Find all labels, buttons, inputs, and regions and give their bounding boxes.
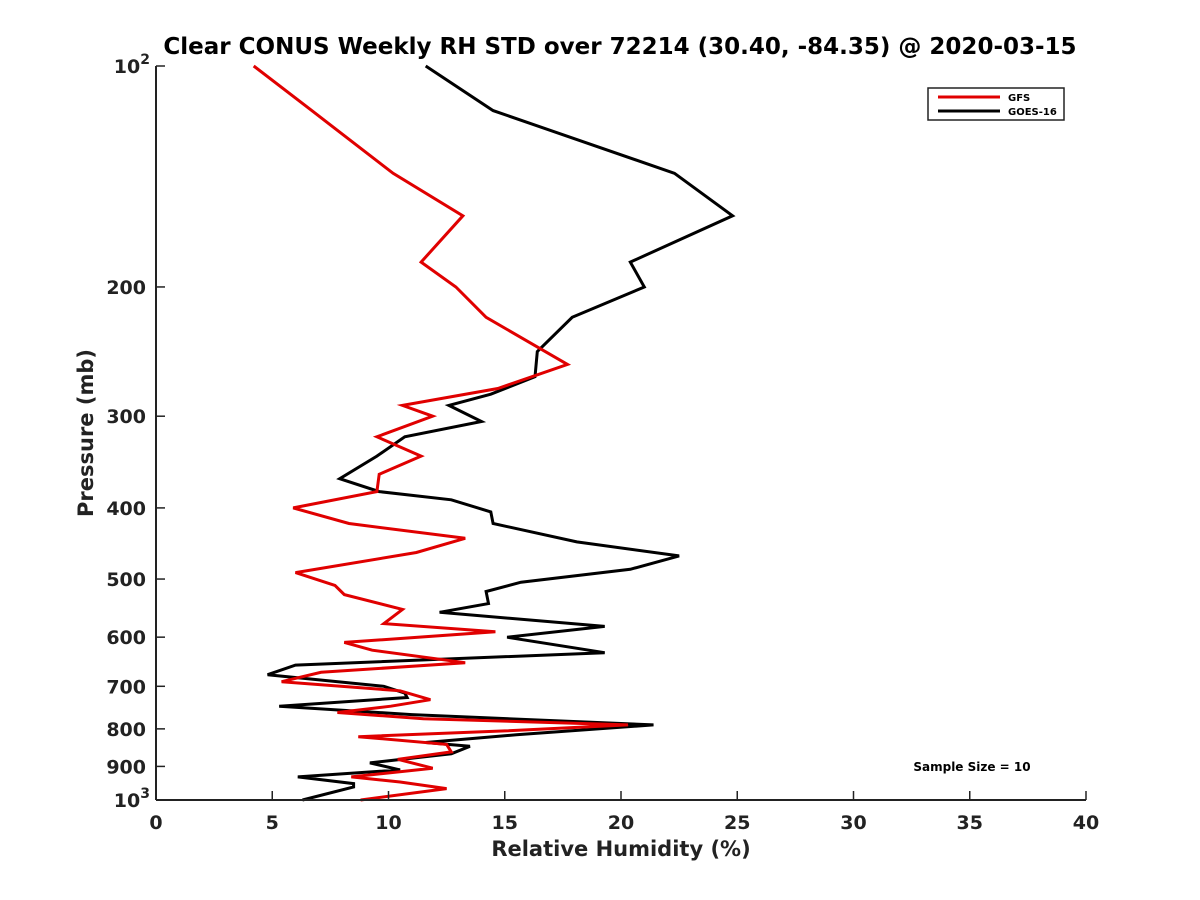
x-axis-label: Relative Humidity (%): [491, 837, 750, 861]
y-tick-label: 200: [106, 277, 146, 299]
x-tick-label: 15: [492, 812, 518, 834]
x-tick-label: 40: [1073, 812, 1099, 834]
series-layer: [252, 64, 736, 802]
x-tick-label: 35: [957, 812, 983, 834]
legend: GFS GOES-16: [927, 87, 1065, 121]
y-ticks: 102 200 300 400 500 600 700 800 900 103: [106, 52, 165, 812]
x-tick-label: 5: [266, 812, 279, 834]
legend-box: [927, 87, 1065, 121]
y-tick-label: 500: [106, 569, 146, 591]
x-ticks: 0 5 10 15 20 25 30 35 40: [149, 791, 1099, 834]
x-tick-label: 0: [149, 812, 162, 834]
y-axis-label: Pressure (mb): [74, 349, 98, 517]
legend-label: GFS: [1008, 93, 1030, 104]
x-tick-label: 25: [724, 812, 750, 834]
x-tick-label: 20: [608, 812, 634, 834]
y-tick-label: 700: [106, 676, 146, 698]
y-tick-label: 400: [106, 498, 146, 520]
sample-size-annotation: Sample Size = 10: [913, 760, 1030, 774]
x-tick-label: 30: [840, 812, 866, 834]
y-tick-label: 300: [106, 406, 146, 428]
x-tick-label: 10: [375, 812, 401, 834]
chart-title: Clear CONUS Weekly RH STD over 72214 (30…: [163, 34, 1076, 60]
y-tick-label: 102: [114, 52, 150, 78]
y-tick-label: 900: [106, 756, 146, 778]
y-tick-label: 600: [106, 627, 146, 649]
y-tick-label: 800: [106, 719, 146, 741]
y-tick-label: 103: [114, 786, 150, 812]
legend-label: GOES-16: [1008, 107, 1057, 118]
series-line-gfs: [252, 64, 629, 802]
